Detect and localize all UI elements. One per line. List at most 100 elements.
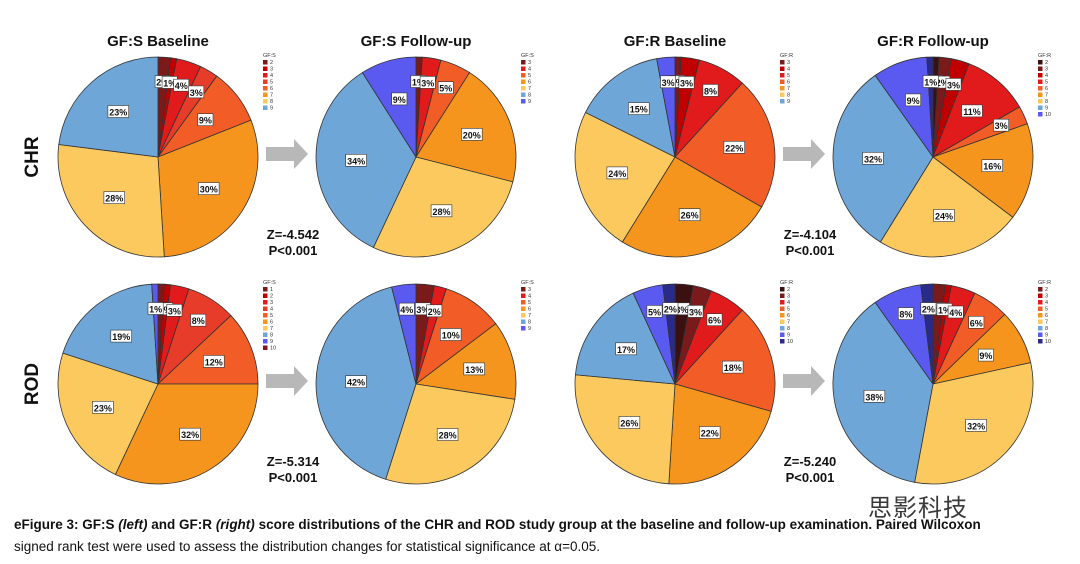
- pie-4-legend-swatch-8: [1038, 105, 1043, 110]
- pie-7-slice-4: [674, 309, 776, 412]
- pie-3-legend-swatch-1: [780, 60, 785, 65]
- pie-1-label-box-5: [197, 113, 214, 126]
- pie-4-slice-7: [879, 156, 1014, 258]
- pie-4-label-box-4: [961, 104, 983, 118]
- column-title-2: GF:S Follow-up: [361, 33, 472, 50]
- pie-7-legend-swatch-8: [780, 332, 785, 337]
- pie-2-legend-label-1: 3: [528, 60, 531, 66]
- pie-3-legend-label-2: 4: [787, 67, 790, 73]
- pie-2-label-5: 28%: [432, 207, 450, 217]
- pie-3-legend-label-4: 6: [787, 80, 790, 86]
- pie-5-label-6: 32%: [181, 430, 199, 440]
- pie-3-label-box-7: [628, 102, 650, 115]
- pie-6-label-1: 3%: [416, 305, 429, 315]
- pie-7-legend-swatch-4: [780, 306, 785, 311]
- pie-5-label-9: 1%: [149, 305, 162, 315]
- pie-1-legend-label-3: 4: [270, 73, 273, 79]
- pie-3-label-8: 3%: [662, 78, 675, 88]
- pie-8-label-box-8: [897, 307, 914, 320]
- pie-4-legend-swatch-9: [1038, 112, 1043, 117]
- pie-7-legend-swatch-6: [780, 319, 785, 324]
- pie-8-legend-title: GF:R: [1038, 280, 1051, 286]
- pie-4-label-box-3: [945, 78, 962, 91]
- column-title-3: GF:R Baseline: [624, 33, 727, 50]
- pie-4-label-box-5: [993, 118, 1009, 132]
- pie-2-legend-label-7: 9: [528, 99, 531, 105]
- pie-1-legend-swatch-4: [263, 79, 268, 84]
- caption-rest: score distributions of the CHR and ROD s…: [258, 517, 981, 532]
- caption-line-2: signed rank test were used to assess the…: [14, 539, 600, 554]
- pie-7-slice-7: [574, 292, 676, 385]
- pie-1-label-box-8: [107, 105, 130, 118]
- pie-5-legend-label-5: 5: [270, 313, 273, 319]
- pie-1-legend-swatch-5: [263, 86, 268, 91]
- column-title-4: GF:R Follow-up: [877, 33, 989, 50]
- pie-2-legend-swatch-2: [521, 66, 526, 71]
- pie-3-label-box-6: [606, 166, 629, 180]
- pie-6-legend-swatch-2: [521, 293, 526, 298]
- pie-5-label-4: 8%: [192, 316, 205, 326]
- pie-8-legend-swatch-8: [1038, 332, 1043, 337]
- pie-3-legend-label-6: 8: [787, 93, 790, 99]
- pie-5-legend-swatch-1: [263, 287, 268, 292]
- pie-4-legend-swatch-6: [1038, 92, 1043, 97]
- pie-1-legend-label-5: 6: [270, 86, 273, 92]
- pie-5-label-box-7: [92, 400, 114, 414]
- pie-2-legend-label-4: 6: [528, 80, 531, 86]
- pie-2-label-7: 9%: [393, 95, 406, 105]
- pie-5-legend-label-1: 1: [270, 287, 273, 293]
- pie-3-label-box-8: [660, 75, 676, 89]
- caption-line-1: eFigure 3: GF:S (left) and GF:R (right) …: [14, 514, 1074, 536]
- pie-4-legend-title: GF:R: [1038, 53, 1051, 59]
- pie-6-legend-label-2: 4: [528, 294, 531, 300]
- pie-7-label-4: 18%: [724, 363, 742, 373]
- pie-5-legend-label-6: 6: [270, 320, 273, 326]
- pie-5-label-box-6: [179, 427, 201, 441]
- pie-7-legend-swatch-9: [780, 339, 785, 344]
- pie-3-legend-swatch-3: [780, 73, 785, 78]
- pie-8-label-box-6: [965, 418, 987, 432]
- pie-8-legend-swatch-2: [1038, 293, 1043, 298]
- pie-4-legend-swatch-3: [1038, 73, 1043, 78]
- pie-4-label-6: 16%: [983, 162, 1001, 172]
- pie-5-label-3: 3%: [168, 306, 181, 316]
- pie-6-label-box-2: [426, 304, 443, 318]
- pie-2-legend-swatch-6: [521, 92, 526, 97]
- pie-5-slice-5: [156, 314, 259, 385]
- pie-7-legend-label-4: 5: [787, 307, 790, 313]
- pie-4-label-box-6: [981, 159, 1004, 172]
- stat-z-2-2: Z=-5.240: [784, 454, 836, 469]
- pie-5-label-5: 12%: [205, 357, 223, 367]
- pie-1-legend-label-2: 3: [270, 67, 273, 73]
- pie-1-legend-label-4: 5: [270, 80, 273, 86]
- pie-8-label-box-7: [863, 389, 886, 403]
- pie-3-slice-5: [621, 156, 763, 258]
- pie-5-label-box-5: [203, 355, 225, 368]
- pie-7-legend-label-5: 6: [787, 313, 790, 319]
- pie-4-label-2: 2%: [936, 78, 949, 88]
- pie-6-legend-swatch-1: [521, 287, 526, 292]
- pie-6-legend-label-6: 8: [528, 320, 531, 326]
- pie-8-legend-label-3: 4: [1045, 300, 1048, 306]
- pie-6-legend-swatch-6: [521, 319, 526, 324]
- pie-4-legend-swatch-7: [1038, 99, 1043, 104]
- pie-4-legend-label-8: 9: [1045, 106, 1048, 112]
- stat-z-1-2: Z=-4.104: [784, 227, 837, 242]
- pie-7-label-box-4: [721, 360, 744, 374]
- pie-7-label-2: 3%: [689, 307, 702, 317]
- pie-4-label-8: 32%: [864, 154, 882, 164]
- pie-8-legend-swatch-6: [1038, 319, 1043, 324]
- pie-3-legend-swatch-5: [780, 86, 785, 91]
- pie-6-label-box-6: [345, 375, 367, 389]
- pie-8-legend-swatch-7: [1038, 326, 1043, 331]
- pie-5-legend-label-2: 2: [270, 294, 273, 300]
- pie-1-legend-label-8: 9: [270, 106, 273, 112]
- pie-8-label-9: 2%: [922, 305, 935, 315]
- pie-2-label-box-2: [419, 76, 436, 89]
- pie-1-legend-swatch-7: [263, 99, 268, 104]
- pie-4-label-4: 11%: [963, 107, 981, 117]
- pie-4-legend-label-6: 7: [1045, 93, 1048, 99]
- pie-7-legend-swatch-5: [780, 313, 785, 318]
